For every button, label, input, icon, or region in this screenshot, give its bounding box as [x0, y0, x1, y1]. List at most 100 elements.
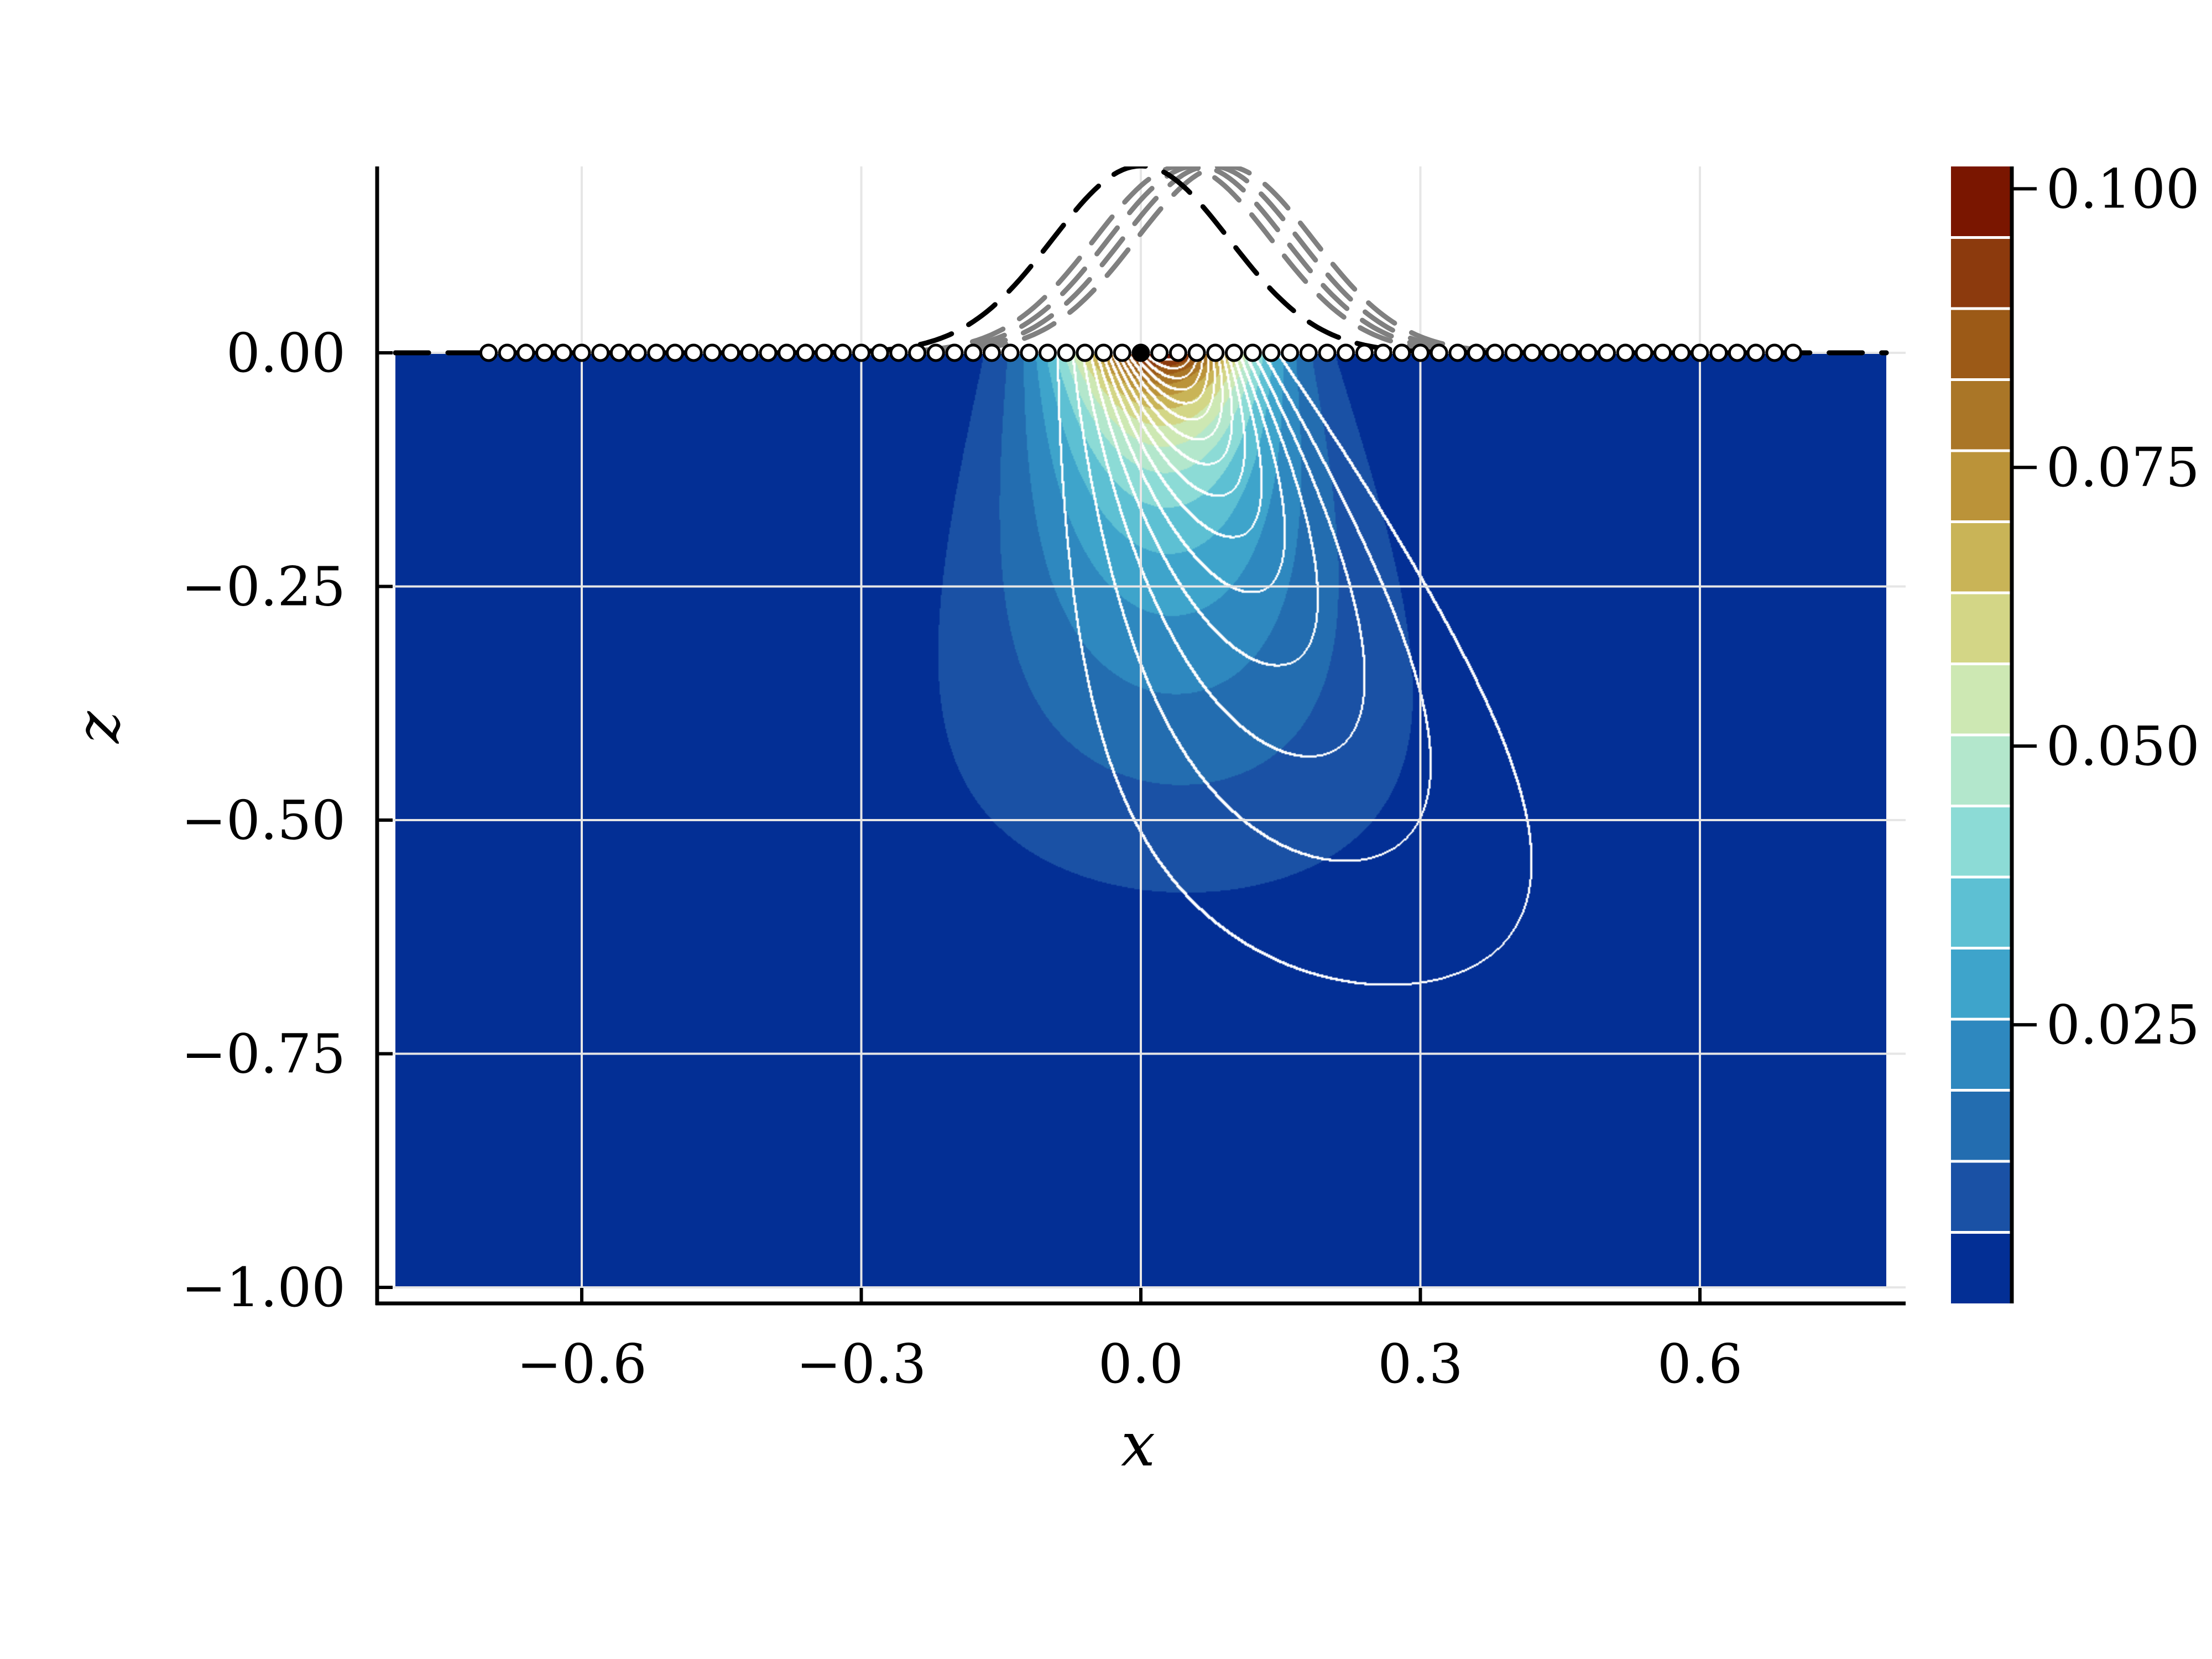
colorbar-band — [1951, 593, 2012, 664]
colorbar-band — [1951, 877, 2012, 948]
surface-marker — [1355, 343, 1374, 362]
colorbar-band — [1951, 1090, 2012, 1161]
surface-marker — [964, 343, 983, 362]
grid-lines — [377, 166, 1906, 1303]
surface-marker — [498, 343, 517, 362]
colorbar-tick-label: 0.025 — [2046, 994, 2200, 1056]
surface-marker — [609, 343, 628, 362]
surface-marker — [852, 343, 870, 362]
x-axis-label: x — [1121, 1409, 1155, 1480]
surface-marker — [1467, 343, 1486, 362]
surface-marker — [1485, 343, 1504, 362]
surface-marker — [870, 343, 889, 362]
surface-marker — [1168, 343, 1187, 362]
colorbar-band — [1951, 379, 2012, 451]
surface-marker — [703, 343, 722, 362]
colorbar-tick-label: 0.100 — [2046, 158, 2200, 220]
surface-marker — [535, 343, 554, 362]
surface-marker — [1076, 343, 1094, 362]
surface-marker — [1150, 343, 1169, 362]
colorbar-band — [1951, 166, 2012, 238]
colorbar-band — [1951, 309, 2012, 380]
surface-marker — [722, 343, 740, 362]
surface-marker — [1243, 343, 1262, 362]
surface-marker — [1784, 343, 1802, 362]
axes: −0.6 −0.3 0.0 0.3 0.6 0.00 −0.25 −0.50 −0.75 −1.0… — [181, 166, 1906, 1395]
surface-marker — [1057, 343, 1076, 362]
surface-marker — [1541, 343, 1560, 362]
surface-marker — [1337, 343, 1355, 362]
surface-marker — [908, 343, 927, 362]
colorbar-band — [1951, 735, 2012, 806]
surface-marker — [1598, 343, 1616, 362]
surface-marker — [591, 343, 610, 362]
colorbar-band — [1951, 1161, 2012, 1233]
surface-marker — [1430, 343, 1448, 362]
surface-marker — [1709, 343, 1728, 362]
surface-marker — [1765, 343, 1784, 362]
surface-marker — [945, 343, 964, 362]
colorbar-band — [1951, 948, 2012, 1019]
surface-marker — [815, 343, 833, 362]
surface-marker — [926, 343, 945, 362]
surface-marker — [1039, 343, 1057, 362]
surface-marker — [796, 343, 815, 362]
surface-marker — [517, 343, 535, 362]
surface-marker — [572, 343, 591, 362]
surface-marker — [1113, 343, 1131, 362]
x-tick-label: −0.3 — [796, 1333, 927, 1395]
surface-marker — [1374, 343, 1392, 362]
x-tick-label: −0.6 — [517, 1333, 647, 1395]
colorbar-band — [1951, 521, 2012, 593]
surface-marker — [833, 343, 852, 362]
surface-marker — [1746, 343, 1765, 362]
y-tick-label: −0.25 — [181, 556, 346, 618]
colorbar-band — [1951, 1019, 2012, 1091]
surface-marker — [554, 343, 572, 362]
surface-marker — [684, 343, 703, 362]
colorbar-band — [1951, 237, 2012, 309]
y-axis-label: z — [62, 711, 133, 744]
surface-marker — [1094, 343, 1113, 362]
x-tick-label: 0.0 — [1098, 1333, 1183, 1395]
surface-marker — [1653, 343, 1672, 362]
surface-marker — [1187, 343, 1206, 362]
surface-marker — [1020, 343, 1039, 362]
colorbar-band — [1951, 806, 2012, 877]
surface-marker — [1262, 343, 1281, 362]
surface-marker — [666, 343, 684, 362]
surface-marker — [1281, 343, 1300, 362]
surface-marker — [1225, 343, 1243, 362]
surface-marker — [889, 343, 908, 362]
surface-marker — [1448, 343, 1467, 362]
x-tick-label: 0.3 — [1378, 1333, 1463, 1395]
surface-marker — [1001, 343, 1020, 362]
surface-marker — [1616, 343, 1635, 362]
surface-marker — [1579, 343, 1598, 362]
y-tick-label: −1.00 — [181, 1256, 346, 1319]
surface-marker — [1635, 343, 1653, 362]
surface-marker — [1206, 343, 1225, 362]
surface-marker — [1392, 343, 1411, 362]
surface-marker — [628, 343, 647, 362]
surface-marker — [1411, 343, 1430, 362]
colorbar: 0.100 0.075 0.050 0.025 — [1951, 158, 2200, 1303]
surface-marker — [1728, 343, 1746, 362]
surface-marker — [1560, 343, 1579, 362]
y-tick-label: −0.75 — [181, 1023, 346, 1086]
colorbar-tick-label: 0.075 — [2046, 436, 2200, 499]
colorbar-band — [1951, 451, 2012, 522]
surface-marker — [647, 343, 666, 362]
surface-marker — [1504, 343, 1523, 362]
surface-marker — [479, 343, 498, 362]
y-tick-label: 0.00 — [226, 322, 346, 384]
colorbar-band — [1951, 664, 2012, 735]
colorbar-band — [1951, 1232, 2012, 1303]
surface-marker — [1318, 343, 1337, 362]
surface-marker — [982, 343, 1001, 362]
surface-marker — [759, 343, 778, 362]
x-tick-label: 0.6 — [1657, 1333, 1743, 1395]
surface-marker — [778, 343, 796, 362]
